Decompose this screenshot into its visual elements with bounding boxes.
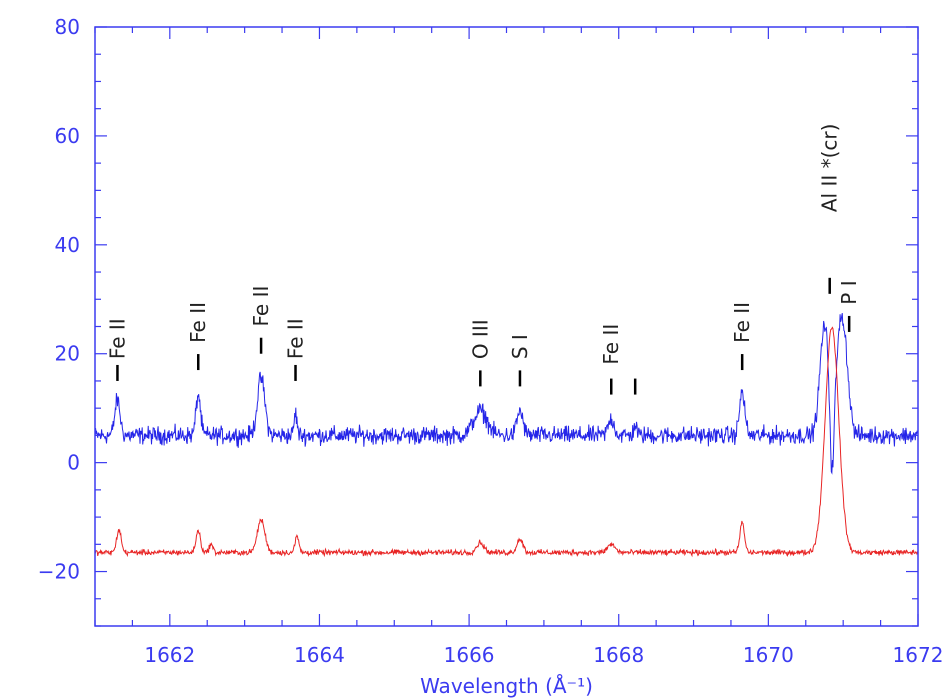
y-tick-label: 80 [55,15,80,39]
series-line-red [94,326,919,558]
line-id-label: Fe II [186,302,210,343]
y-tick-label: −20 [38,560,80,584]
plot-frame [94,26,919,627]
line-labels-layer: Fe II Fe II Fe II Fe II O III S I Fe II Fe II Al… [105,124,861,395]
line-id-label: Al II *(cr) [818,124,842,213]
line-id-label: S I [508,334,532,359]
line-id-label: P I [837,280,861,304]
x-tick-label: 1668 [593,643,644,667]
y-tick-label: 0 [67,451,80,475]
y-tick-label: 60 [55,124,80,148]
y-tick-label: 20 [55,342,80,366]
line-id-label: O III [468,319,492,359]
x-tick-label: 1664 [294,643,345,667]
x-tick-label: 1672 [893,643,944,667]
line-id-label: Fe II [730,302,754,343]
x-tick-label: 1670 [743,643,794,667]
series-line-blue [94,313,919,475]
series-layer [94,313,919,558]
line-id-label: Fe II [105,318,129,359]
x-tick-label: 1662 [144,643,195,667]
y-tick-label: 40 [55,233,80,257]
axis-ticks: 1662 1664 1666 1668 1670 1672 −20 0 20 40 60 80 [38,15,944,667]
x-axis-title: Wavelength (Å⁻¹) [420,674,593,698]
x-tick-label: 1666 [444,643,495,667]
line-id-label: Fe II [599,324,623,365]
line-id-label: Fe II [249,286,273,327]
line-id-label: Fe II [284,318,308,359]
